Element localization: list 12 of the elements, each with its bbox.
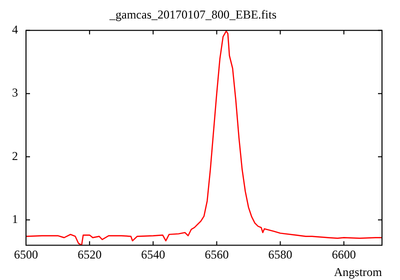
x-tick-label: 6500 [14, 248, 38, 262]
y-tick-label: 2 [12, 148, 18, 163]
y-tick-label: 4 [12, 22, 18, 37]
x-tick-label: 6540 [141, 248, 166, 262]
x-tick-label: 6580 [268, 248, 292, 262]
chart-title: _gamcas_20170107_800_EBE.fits [108, 7, 277, 22]
x-tick-label: 6520 [78, 248, 102, 262]
y-tick-label: 3 [12, 86, 18, 100]
y-tick-label: 1 [12, 212, 18, 226]
x-tick-label: 6560 [204, 248, 229, 262]
x-axis-title: Angstrom [334, 264, 383, 279]
x-tick-label: 6600 [332, 248, 356, 262]
